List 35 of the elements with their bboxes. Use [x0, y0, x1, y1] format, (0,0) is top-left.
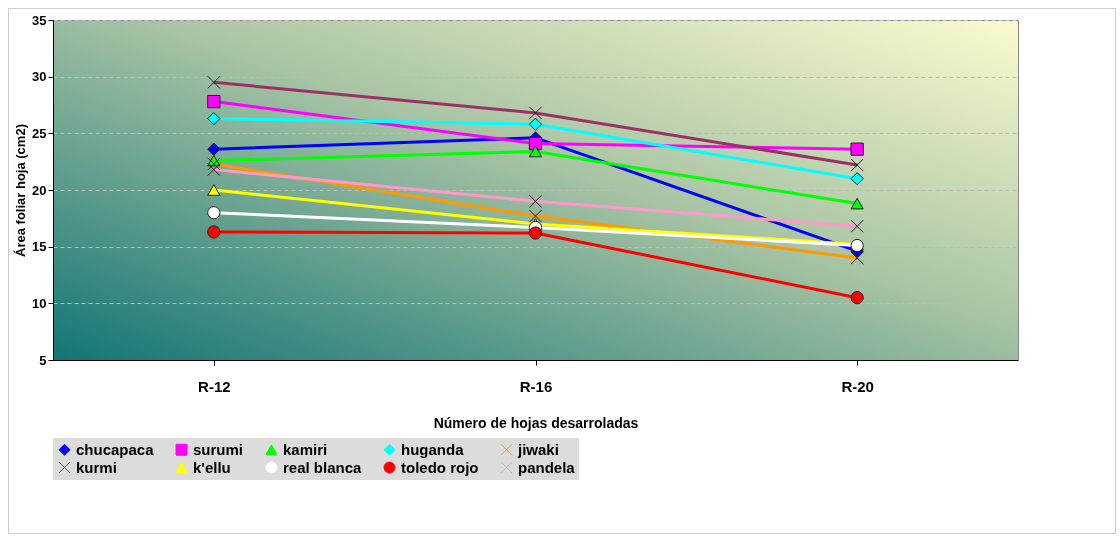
x-axis-title: Número de hojas desarroladas — [433, 414, 639, 431]
y-tick-label: 10 — [32, 295, 47, 311]
x-tick-label: R-12 — [198, 377, 231, 395]
legend-label: k'ellu — [193, 458, 231, 476]
point — [850, 172, 864, 186]
legend-label: kamiri — [283, 440, 328, 458]
legend-label: surumi — [193, 440, 244, 458]
legend-label: kurmi — [76, 458, 117, 476]
point — [207, 111, 221, 126]
y-tick-label: 15 — [32, 239, 47, 255]
y-tick-label: 20 — [32, 182, 47, 198]
point — [207, 225, 221, 239]
legend-label: jiwaki — [517, 440, 559, 458]
legend-label: chucapaca — [76, 440, 155, 458]
x-tick-label: R-16 — [519, 377, 553, 395]
point — [207, 206, 221, 220]
point — [207, 142, 221, 156]
x-tick-label: R-20 — [841, 377, 874, 395]
point — [207, 184, 221, 196]
point — [528, 117, 543, 131]
point — [850, 197, 864, 210]
y-tick-label: 5 — [39, 352, 47, 368]
legend-label: toledo rojo — [401, 458, 479, 476]
legend-label: pandela — [518, 458, 576, 476]
legend-label: huganda — [401, 440, 465, 458]
point — [850, 142, 864, 156]
point — [850, 291, 864, 305]
y-axis-title: Área foliar hoja (cm2) — [13, 124, 29, 257]
point — [207, 94, 221, 109]
y-tick-label: 30 — [32, 69, 47, 85]
point — [528, 145, 543, 158]
y-tick-label: 25 — [32, 125, 47, 141]
y-tick-label: 35 — [32, 12, 47, 28]
legend-label: real blanca — [283, 458, 363, 476]
point — [528, 226, 543, 240]
